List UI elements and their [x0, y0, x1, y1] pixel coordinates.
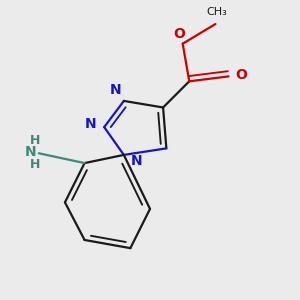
Text: N: N: [131, 154, 143, 169]
Text: N: N: [25, 145, 36, 159]
Text: N: N: [110, 83, 122, 98]
Text: N: N: [85, 118, 96, 131]
Text: H: H: [30, 134, 41, 147]
Text: O: O: [236, 68, 248, 82]
Text: CH₃: CH₃: [207, 8, 227, 17]
Text: O: O: [173, 27, 185, 41]
Text: H: H: [30, 158, 41, 171]
